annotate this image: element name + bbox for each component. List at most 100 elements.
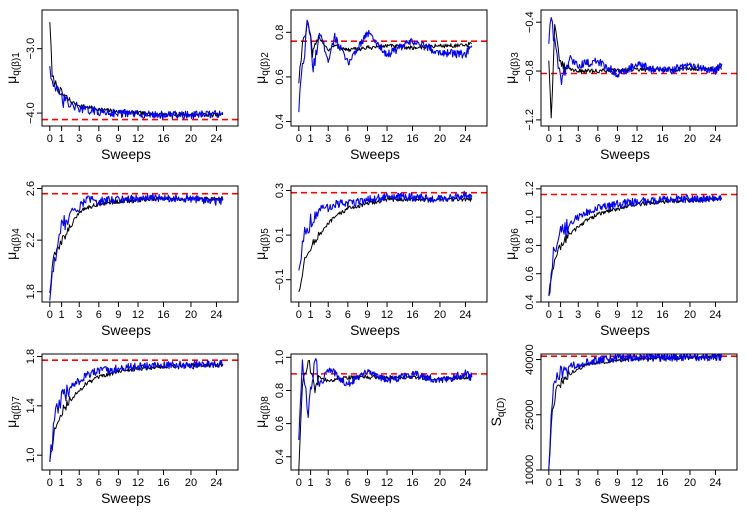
- series-blue-line: [548, 17, 723, 86]
- plot-frame: [290, 9, 488, 127]
- x-tick-label: 24: [210, 477, 222, 489]
- x-tick-label: 0: [296, 133, 302, 145]
- y-tick-label: 1.0: [274, 350, 286, 365]
- series-blue-line: [298, 358, 473, 441]
- y-tick-label: 0.8: [274, 25, 286, 40]
- y-tick-label: 0.8: [274, 383, 286, 398]
- y-axis-label: μq(β)2: [252, 52, 271, 84]
- x-tick-label: 0: [546, 309, 552, 321]
- y-tick-label: 0.4: [274, 449, 286, 464]
- x-axis-label: Sweeps: [101, 322, 151, 338]
- x-tick-label: 9: [614, 309, 620, 321]
- plot-frame: [41, 9, 239, 127]
- y-tick-label: 0.4: [524, 294, 536, 309]
- x-tick-label: 9: [115, 477, 121, 489]
- y-axis-label-main: μ: [3, 76, 19, 84]
- panel-9: 0 1 3 6 9 12 16 20 24 Sweeps 40000 25000 10000 Sq(D): [488, 344, 738, 506]
- panel-4: 0 1 3 6 9 12 16 20 24 Sweeps 2.6 2.2 1.8 μq(β)4: [3, 181, 239, 338]
- y-axis-label-main: μ: [252, 252, 268, 260]
- x-tick-label: 12: [132, 133, 144, 145]
- series-blue-line: [298, 190, 473, 271]
- x-tick-label: 6: [96, 477, 102, 489]
- plot-frame: [540, 185, 738, 303]
- x-tick-label: 3: [325, 309, 331, 321]
- x-tick-label: 12: [381, 133, 393, 145]
- x-tick-label: 24: [709, 477, 721, 489]
- y-tick-label: 0.3: [274, 183, 286, 198]
- x-axis-label: Sweeps: [101, 490, 151, 506]
- y-axis-label-sub: q(β)8: [260, 396, 271, 420]
- x-tick-label: 12: [132, 309, 144, 321]
- x-tick-label: 6: [345, 133, 351, 145]
- series-black-line: [298, 359, 473, 471]
- y-axis-label-main: μ: [252, 76, 268, 84]
- panel-7: 0 1 3 6 9 12 16 20 24 Sweeps 1.8 1.4 1.0 μq(β)7: [3, 349, 239, 506]
- y-tick-label: 2.2: [25, 232, 37, 247]
- y-axis-label: μq(β)1: [3, 52, 22, 84]
- x-tick-label: 1: [558, 309, 564, 321]
- plot-frame: [540, 9, 738, 127]
- x-tick-label: 12: [381, 309, 393, 321]
- y-axis-label: Sq(D): [488, 398, 507, 427]
- y-tick-label: 2.6: [25, 181, 37, 196]
- panel-1: 0 1 3 6 9 12 16 20 24 Sweeps −3.0 −4.0 μq(β)1: [3, 9, 239, 162]
- x-tick-label: 9: [115, 309, 121, 321]
- y-tick-label: −1.2: [524, 109, 536, 131]
- x-tick-label: 24: [459, 477, 471, 489]
- series-black-line: [49, 362, 224, 462]
- y-tick-label: 0.6: [524, 266, 536, 281]
- plot-frame: [540, 353, 738, 471]
- x-tick-label: 12: [381, 477, 393, 489]
- x-tick-label: 3: [325, 133, 331, 145]
- y-axis-label-sub: q(β)7: [11, 396, 22, 420]
- x-tick-label: 3: [76, 309, 82, 321]
- y-tick-label: 0.6: [274, 69, 286, 84]
- x-tick-label: 16: [157, 309, 169, 321]
- x-axis-label: Sweeps: [600, 490, 650, 506]
- y-axis-label-main: μ: [502, 252, 518, 260]
- series-blue-line: [49, 193, 224, 301]
- x-tick-label: 6: [96, 309, 102, 321]
- x-tick-label: 0: [546, 133, 552, 145]
- y-axis-label: μq(β)7: [3, 396, 22, 428]
- x-tick-label: 12: [132, 477, 144, 489]
- x-tick-label: 6: [595, 477, 601, 489]
- x-tick-label: 16: [157, 133, 169, 145]
- y-tick-label: 0.1: [274, 227, 286, 242]
- y-axis-label: μq(β)3: [502, 52, 521, 84]
- x-tick-label: 9: [614, 133, 620, 145]
- x-tick-label: 16: [157, 477, 169, 489]
- x-tick-label: 9: [364, 133, 370, 145]
- x-tick-label: 6: [345, 309, 351, 321]
- panel-6: 0 1 3 6 9 12 16 20 24 Sweeps 1.2 1.0 0.8 0.6 0.4 μq(β)6: [502, 181, 738, 338]
- series-blue-line: [298, 19, 473, 113]
- x-axis-label: Sweeps: [600, 146, 650, 162]
- x-tick-label: 16: [406, 477, 418, 489]
- x-tick-label: 9: [614, 477, 620, 489]
- plot-frame: [290, 353, 488, 471]
- x-tick-label: 0: [47, 309, 53, 321]
- x-tick-label: 20: [684, 477, 696, 489]
- x-tick-label: 12: [631, 309, 643, 321]
- y-axis-label-sub: q(β)1: [11, 52, 22, 76]
- x-tick-label: 16: [406, 309, 418, 321]
- panel-8: 0 1 3 6 9 12 16 20 24 Sweeps 1.0 0.8 0.6 0.4 μq(β)8: [252, 350, 488, 506]
- x-tick-label: 6: [345, 477, 351, 489]
- x-tick-label: 6: [595, 133, 601, 145]
- y-axis-label-sub: q(β)5: [260, 228, 271, 252]
- y-axis-label-sub: q(β)2: [260, 52, 271, 76]
- x-tick-label: 20: [185, 133, 197, 145]
- x-tick-label: 3: [575, 309, 581, 321]
- x-tick-label: 1: [308, 309, 314, 321]
- x-tick-label: 9: [364, 309, 370, 321]
- y-tick-label: −0.8: [524, 60, 536, 82]
- x-tick-label: 1: [59, 309, 65, 321]
- x-tick-label: 0: [296, 477, 302, 489]
- y-axis-label-sub: q(D): [496, 398, 507, 417]
- y-tick-label: 25000: [524, 399, 536, 430]
- x-tick-label: 16: [656, 133, 668, 145]
- x-axis-label: Sweeps: [350, 490, 400, 506]
